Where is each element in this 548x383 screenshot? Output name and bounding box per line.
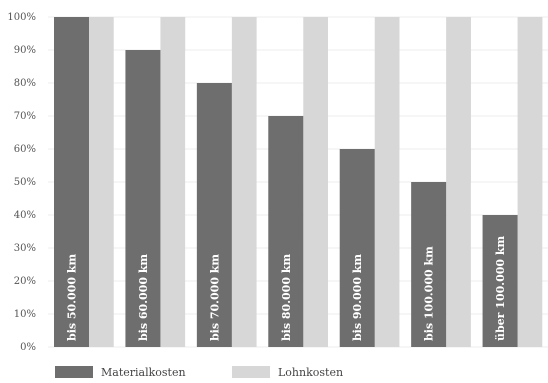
bars <box>54 17 542 347</box>
bar-lohnkosten <box>450 17 471 182</box>
category-label: über 100.000 km <box>494 235 507 341</box>
category-label: bis 60.000 km <box>137 254 150 341</box>
y-tick-label: 50% <box>14 177 36 188</box>
legend-label-materialkosten: Materialkosten <box>101 366 186 379</box>
y-tick-label: 40% <box>14 210 36 221</box>
stacked-bar-chart: 0% 10% 20% 30% 40% 50% 60% 70% 80% 90% 100% bis 50… <box>0 0 548 360</box>
legend-item-lohnkosten: Lohnkosten <box>232 364 343 380</box>
category-label: bis 90.000 km <box>351 254 364 341</box>
y-tick-label: 70% <box>14 111 36 122</box>
y-axis: 0% 10% 20% 30% 40% 50% 60% 70% 80% 90% 100% <box>7 12 36 353</box>
legend-label-lohnkosten: Lohnkosten <box>278 366 343 379</box>
y-tick-label: 80% <box>14 78 36 89</box>
y-tick-label: 20% <box>14 276 36 287</box>
bar-lohnkosten <box>522 17 543 215</box>
legend-swatch-lohnkosten <box>232 366 270 378</box>
bar-lohnkosten <box>379 17 400 149</box>
y-tick-label: 0% <box>20 342 36 353</box>
y-tick-label: 60% <box>14 144 36 155</box>
legend-swatch-materialkosten <box>55 366 93 378</box>
y-tick-label: 30% <box>14 243 36 254</box>
bar-lohnkosten <box>236 17 257 83</box>
bar-lohnkosten-column <box>89 17 114 347</box>
bar-lohnkosten <box>307 17 328 116</box>
bar-lohnkosten <box>164 17 185 50</box>
y-tick-label: 10% <box>14 309 36 320</box>
y-tick-label: 100% <box>7 12 36 23</box>
category-label: bis 70.000 km <box>208 254 221 341</box>
y-tick-label: 90% <box>14 45 36 56</box>
category-label: bis 80.000 km <box>280 254 293 341</box>
legend-item-materialkosten: Materialkosten <box>55 364 186 380</box>
category-label: bis 50.000 km <box>66 254 79 341</box>
bar-lohnkosten-column <box>160 17 185 347</box>
category-label: bis 100.000 km <box>423 246 436 341</box>
